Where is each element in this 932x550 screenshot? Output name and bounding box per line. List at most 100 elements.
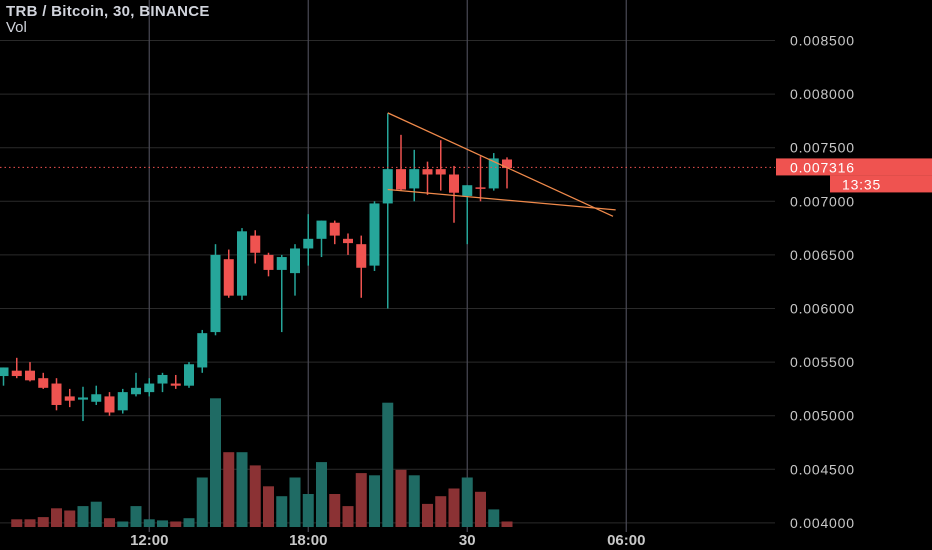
y-tick-label: 0.005000 xyxy=(790,408,855,424)
volume-bar xyxy=(196,477,208,527)
candle-body xyxy=(157,374,168,384)
volume-bar xyxy=(236,452,248,527)
candle-body xyxy=(343,238,353,244)
candle-body xyxy=(329,222,340,236)
candle-body xyxy=(369,203,380,266)
volume-bar xyxy=(37,517,49,527)
volume-bar xyxy=(488,509,500,527)
volume-bar xyxy=(448,488,460,527)
volume-bar xyxy=(11,519,23,527)
candle-body xyxy=(170,383,181,386)
candle-body xyxy=(382,169,393,204)
candle-body xyxy=(303,238,314,249)
volume-bar xyxy=(143,519,155,527)
volume-bar xyxy=(382,402,394,527)
volume-bar xyxy=(77,506,89,527)
volume-bar xyxy=(342,506,354,527)
y-tick-label: 0.007000 xyxy=(790,193,855,209)
candle-body xyxy=(263,254,274,270)
volume-bar xyxy=(117,521,129,527)
trendline xyxy=(387,112,614,217)
candle-body xyxy=(38,378,49,388)
candle-body xyxy=(91,394,102,402)
volume-bar xyxy=(408,475,420,527)
x-tick-label: 06:00 xyxy=(607,532,645,549)
volume-bar xyxy=(130,506,142,527)
y-tick-label: 0.005500 xyxy=(790,354,855,370)
last-price-badge xyxy=(776,158,932,176)
trendline xyxy=(387,188,616,211)
y-tick-label: 0.006500 xyxy=(790,247,855,263)
y-tick-label: 0.004000 xyxy=(790,515,855,531)
candle-body xyxy=(422,169,433,175)
candle-body xyxy=(462,185,473,196)
volume-bar xyxy=(90,501,102,527)
candle-body xyxy=(197,333,208,368)
candle-body xyxy=(64,396,75,401)
candle-body xyxy=(290,248,300,274)
volume-bar xyxy=(223,452,235,527)
candle-body xyxy=(223,259,234,296)
volume-bar xyxy=(316,462,327,527)
volume-bar xyxy=(276,496,288,527)
chart-legend: TRB / Bitcoin, 30, BINANCE Vol xyxy=(6,4,210,36)
candle-body xyxy=(409,169,420,189)
y-tick-label: 0.006000 xyxy=(790,301,855,317)
volume-bar xyxy=(64,510,76,527)
y-tick-label: 0.004500 xyxy=(790,461,855,477)
candle-body xyxy=(131,387,141,395)
countdown-badge xyxy=(830,175,932,193)
candle-body xyxy=(276,257,287,270)
volume-bar xyxy=(289,477,301,527)
volume-bar xyxy=(461,477,473,527)
x-tick-label: 30 xyxy=(459,532,476,549)
volume-bar xyxy=(210,398,221,527)
last-price-label: 0.007316 xyxy=(790,159,855,175)
volume-bar xyxy=(422,503,433,527)
candle-body xyxy=(435,169,446,175)
volume-bar xyxy=(475,491,486,527)
volume-bar xyxy=(263,486,274,527)
volume-bar xyxy=(183,518,195,527)
candle-body xyxy=(475,187,486,189)
volume-bar xyxy=(24,519,36,527)
volume-bar xyxy=(329,494,341,527)
candle-body xyxy=(144,383,155,393)
candle-body xyxy=(316,220,327,239)
chart-title: TRB / Bitcoin, 30, BINANCE xyxy=(6,3,210,20)
candle-body xyxy=(488,158,499,189)
candle-body xyxy=(502,159,512,169)
volume-bar xyxy=(501,521,513,527)
candle-body xyxy=(250,235,261,253)
volume-bar xyxy=(435,496,447,527)
candle-body xyxy=(449,174,459,193)
candle-body xyxy=(11,370,22,377)
volume-bar xyxy=(369,475,380,527)
volume-bar xyxy=(395,469,407,527)
volume-bar xyxy=(355,473,367,527)
candle-body xyxy=(396,169,406,190)
candle-body xyxy=(51,383,62,405)
candle-body xyxy=(117,392,128,411)
volume-bar xyxy=(51,508,62,527)
volume-bar xyxy=(157,520,168,527)
x-tick-label: 18:00 xyxy=(289,532,327,549)
y-tick-label: 0.008000 xyxy=(790,86,855,102)
countdown-label: 13:35 xyxy=(842,176,881,192)
volume-bar xyxy=(249,465,261,527)
candle-body xyxy=(104,396,115,413)
volume-bar xyxy=(170,521,182,527)
y-tick-label: 0.007500 xyxy=(790,140,855,156)
candle-body xyxy=(184,364,194,386)
candle-body xyxy=(25,370,35,381)
candle-body xyxy=(78,397,88,400)
candle-body xyxy=(356,244,367,268)
volume-bar xyxy=(302,494,314,527)
candle-body xyxy=(210,254,221,333)
x-tick-label: 12:00 xyxy=(130,532,168,549)
candle-body xyxy=(237,231,247,296)
volume-label: Vol xyxy=(6,19,27,36)
